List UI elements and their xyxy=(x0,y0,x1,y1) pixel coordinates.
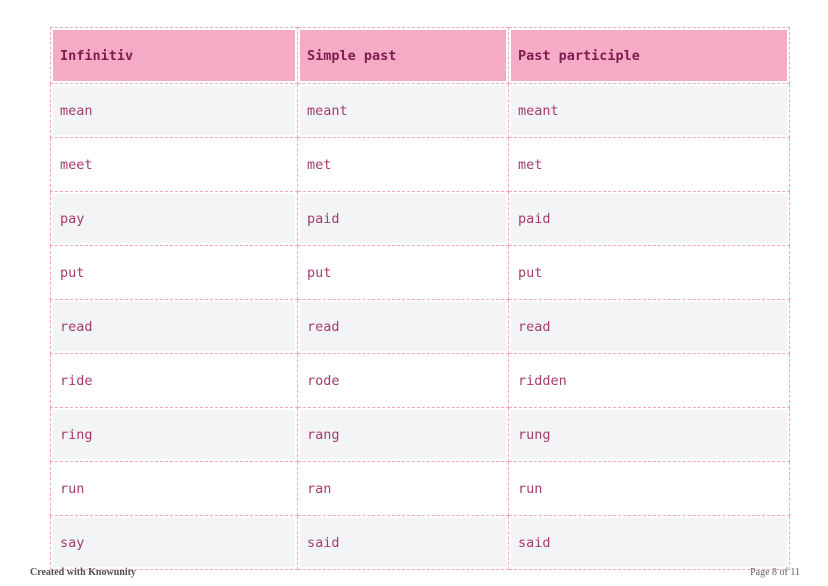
table-cell: say xyxy=(50,515,298,570)
table-cell: ran xyxy=(297,461,509,516)
table-cell: run xyxy=(508,461,790,516)
table-cell: meet xyxy=(50,137,298,192)
table-row: ride rode ridden xyxy=(50,353,790,408)
table-cell: rode xyxy=(297,353,509,408)
table-cell: mean xyxy=(50,83,298,138)
table-row: say said said xyxy=(50,515,790,570)
table-cell: read xyxy=(297,299,509,354)
created-with-credit: Created with Knowunity xyxy=(30,567,136,578)
table-cell: rang xyxy=(297,407,509,462)
table-cell: put xyxy=(50,245,298,300)
table-cell: rung xyxy=(508,407,790,462)
table-header-row: Infinitiv Simple past Past participle xyxy=(50,27,790,84)
table-cell: pay xyxy=(50,191,298,246)
table-cell: met xyxy=(297,137,509,192)
table-cell: read xyxy=(508,299,790,354)
page-number: Page 8 of 11 xyxy=(750,567,800,578)
table-cell: ridden xyxy=(508,353,790,408)
table-cell: said xyxy=(508,515,790,570)
table-cell: run xyxy=(50,461,298,516)
irregular-verbs-table: Infinitiv Simple past Past participle me… xyxy=(50,27,790,570)
table-cell: meant xyxy=(508,83,790,138)
table-cell: ride xyxy=(50,353,298,408)
table-cell: met xyxy=(508,137,790,192)
table-cell: meant xyxy=(297,83,509,138)
column-header-past-participle: Past participle xyxy=(508,27,790,84)
table-cell: put xyxy=(508,245,790,300)
table-cell: ring xyxy=(50,407,298,462)
table-cell: paid xyxy=(297,191,509,246)
table-cell: said xyxy=(297,515,509,570)
table-row: ring rang rung xyxy=(50,407,790,462)
table-row: put put put xyxy=(50,245,790,300)
column-header-infinitiv: Infinitiv xyxy=(50,27,298,84)
table-cell: paid xyxy=(508,191,790,246)
table-cell: put xyxy=(297,245,509,300)
table-row: meet met met xyxy=(50,137,790,192)
table-row: read read read xyxy=(50,299,790,354)
table-row: run ran run xyxy=(50,461,790,516)
table-row: pay paid paid xyxy=(50,191,790,246)
column-header-simple-past: Simple past xyxy=(297,27,509,84)
table-cell: read xyxy=(50,299,298,354)
table-row: mean meant meant xyxy=(50,83,790,138)
